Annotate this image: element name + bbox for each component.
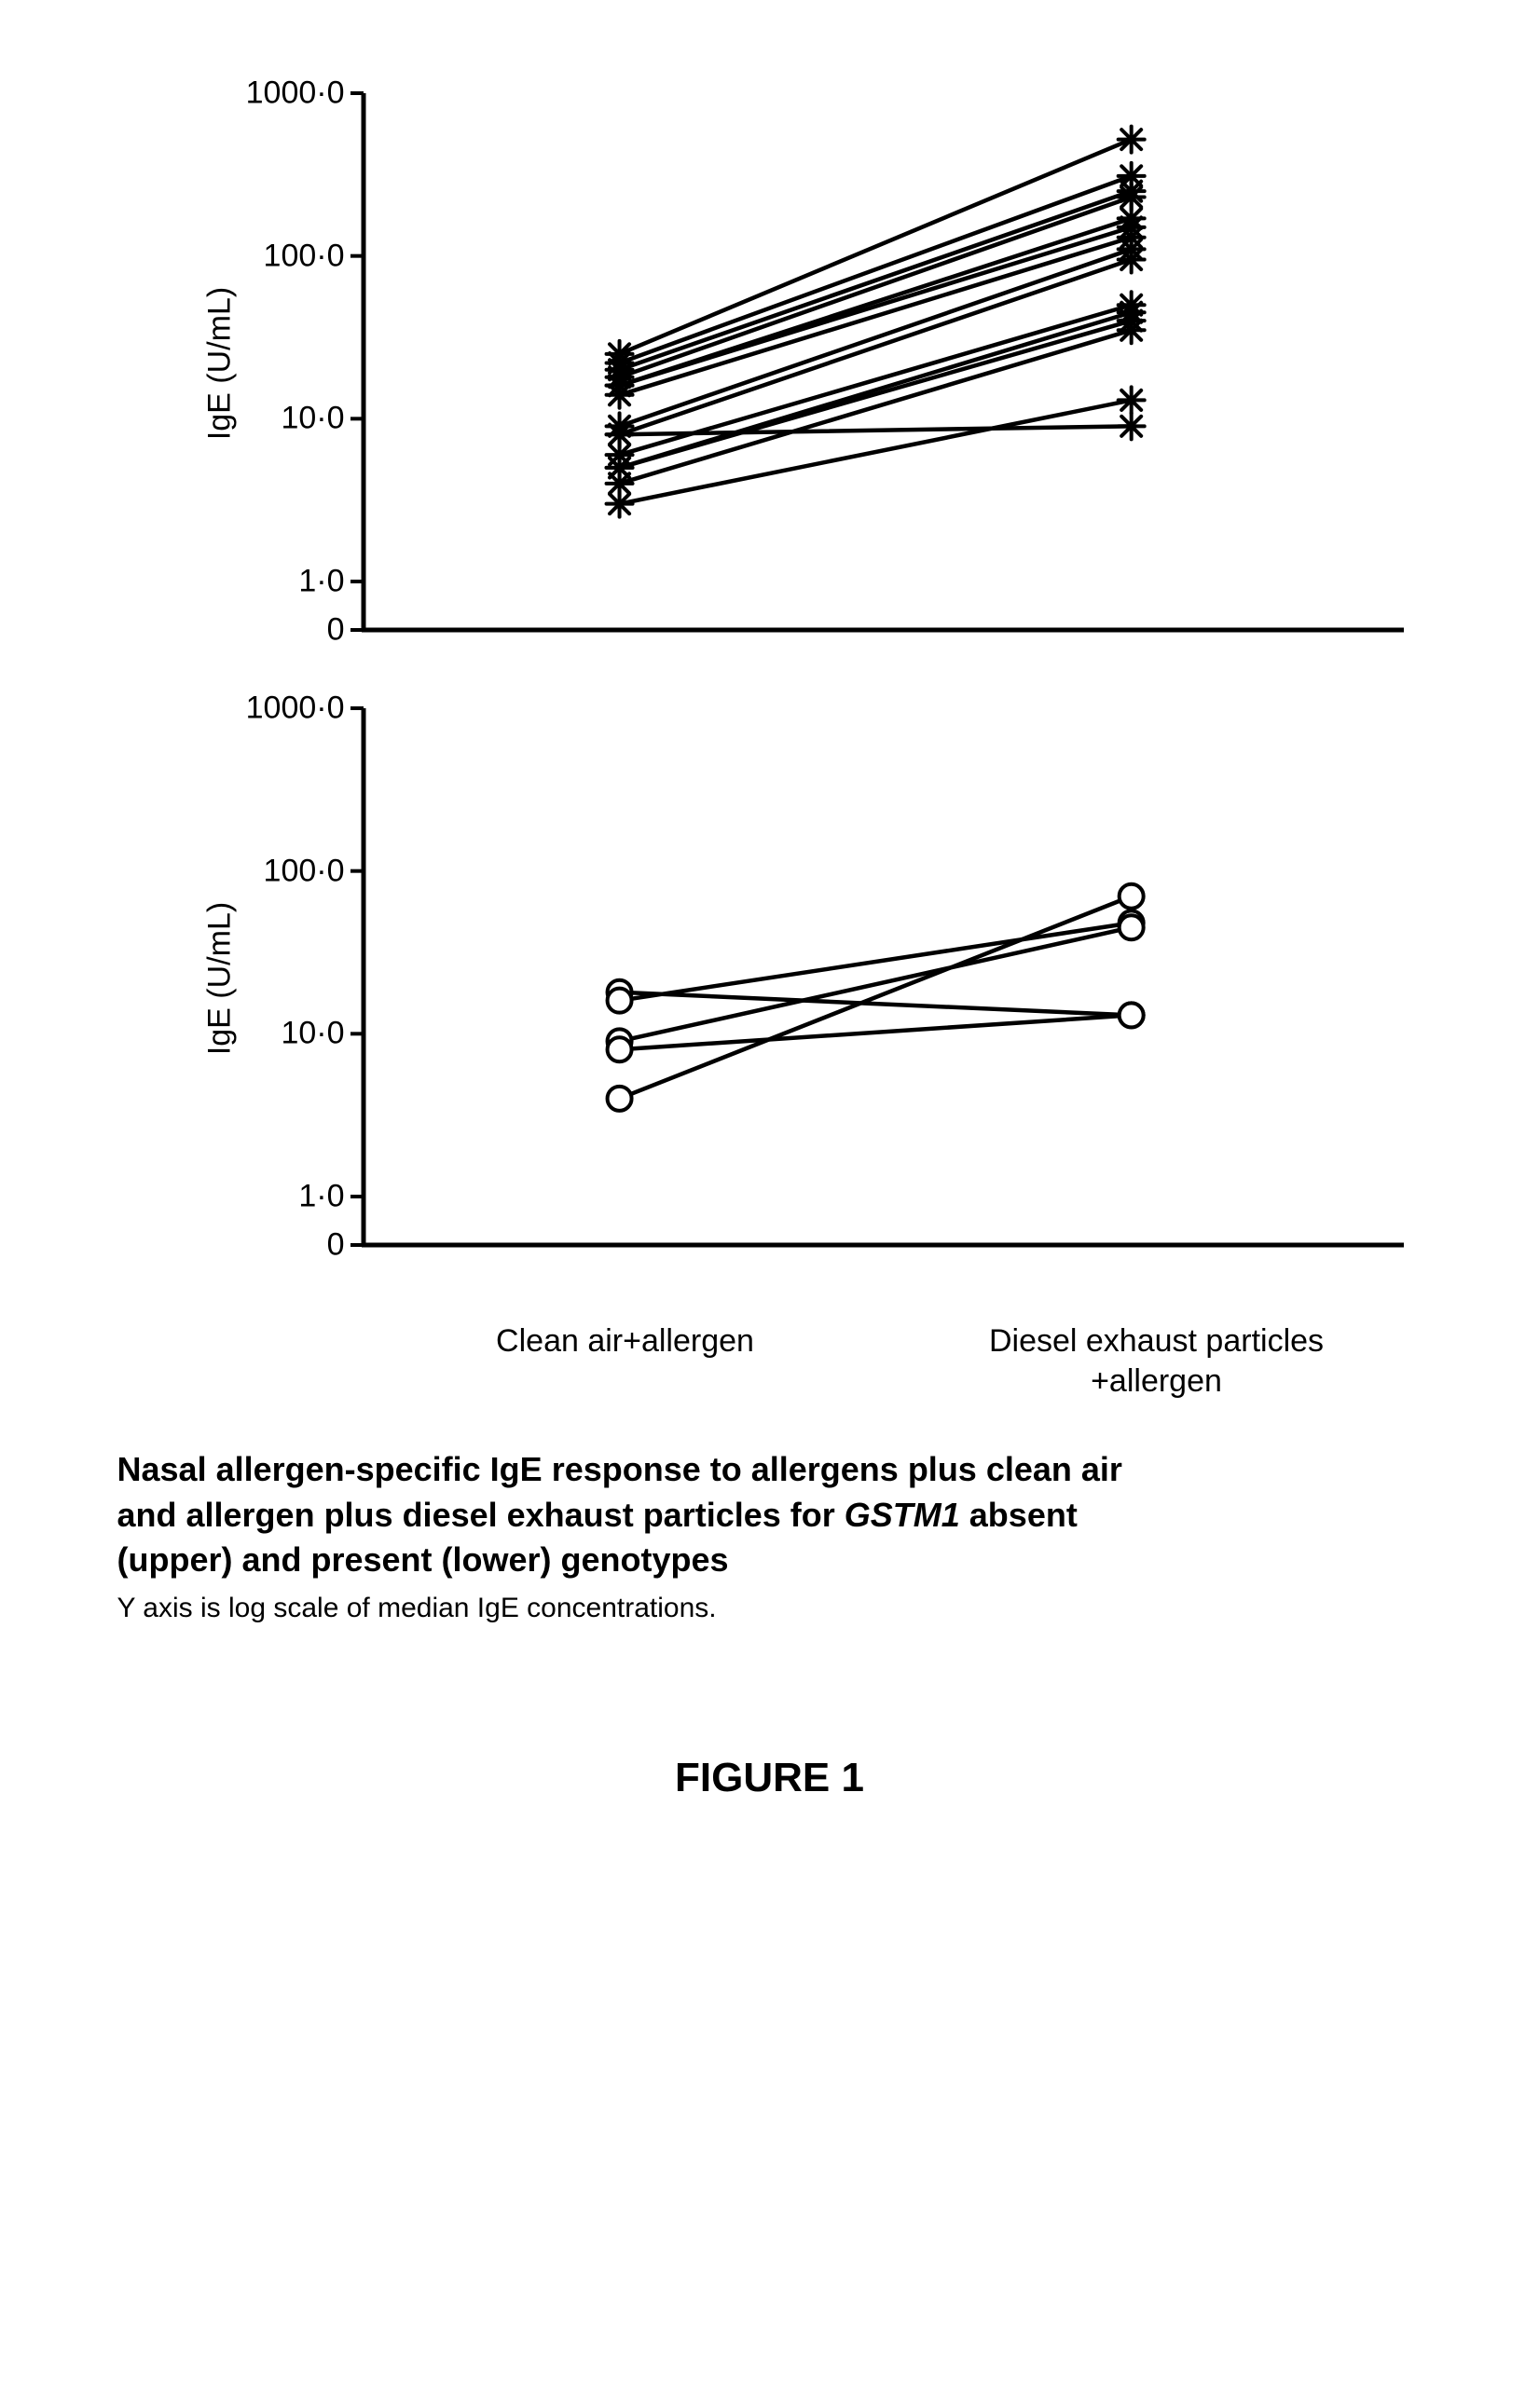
y-axis-label-lower: IgE (U/mL) <box>201 902 238 1055</box>
figure-container: IgE (U/mL) 01·010·0100·01000·0 IgE (U/mL… <box>117 75 1422 1801</box>
y-tick-label: 100·0 <box>264 853 360 889</box>
y-tick-label: 100·0 <box>264 238 360 274</box>
figure-subcaption: Y axis is log scale of median IgE concen… <box>117 1593 1422 1624</box>
y-axis-label-upper: IgE (U/mL) <box>201 287 238 440</box>
x-label-clean-air: Clean air+allergen <box>360 1321 891 1401</box>
figure-caption: Nasal allergen-specific IgE response to … <box>117 1447 1422 1583</box>
chart-lower: IgE (U/mL) 01·010·0100·01000·0 <box>117 690 1422 1267</box>
caption-line2b: absent <box>960 1496 1078 1534</box>
chart-upper: IgE (U/mL) 01·010·0100·01000·0 <box>117 75 1422 652</box>
y-tick-label: 10·0 <box>281 1016 359 1052</box>
y-tick-label: 1·0 <box>298 1179 359 1215</box>
caption-line3: (upper) and present (lower) genotypes <box>117 1540 729 1579</box>
y-tick-label: 0 <box>327 612 360 649</box>
y-tick-label: 1000·0 <box>246 691 360 727</box>
figure-label: FIGURE 1 <box>117 1755 1422 1801</box>
y-tick-label: 0 <box>327 1227 360 1264</box>
caption-line2a: and allergen plus diesel exhaust particl… <box>117 1496 845 1534</box>
plot-area-lower: 01·010·0100·01000·0 <box>360 690 1367 1267</box>
x-axis-labels: Clean air+allergen Diesel exhaust partic… <box>360 1305 1422 1401</box>
x-label-diesel: Diesel exhaust particles+allergen <box>891 1321 1422 1401</box>
caption-gstm1: GSTM1 <box>845 1496 960 1534</box>
plot-area-upper: 01·010·0100·01000·0 <box>360 75 1367 652</box>
y-tick-label: 1·0 <box>298 564 359 600</box>
caption-line1: Nasal allergen-specific IgE response to … <box>117 1450 1122 1488</box>
y-tick-label: 1000·0 <box>246 75 360 112</box>
y-tick-label: 10·0 <box>281 401 359 437</box>
